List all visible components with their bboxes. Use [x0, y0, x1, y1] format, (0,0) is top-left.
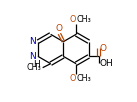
Text: O: O: [69, 15, 76, 24]
Text: CH₃: CH₃: [27, 63, 42, 72]
Text: O: O: [55, 24, 62, 33]
Text: CH₃: CH₃: [77, 15, 91, 24]
Text: H: H: [33, 60, 39, 69]
Text: N: N: [29, 37, 36, 46]
Text: OH: OH: [99, 59, 113, 68]
Text: O: O: [69, 74, 76, 83]
Text: CH₃: CH₃: [77, 74, 91, 83]
Text: N: N: [29, 52, 36, 61]
Text: O: O: [99, 44, 106, 53]
